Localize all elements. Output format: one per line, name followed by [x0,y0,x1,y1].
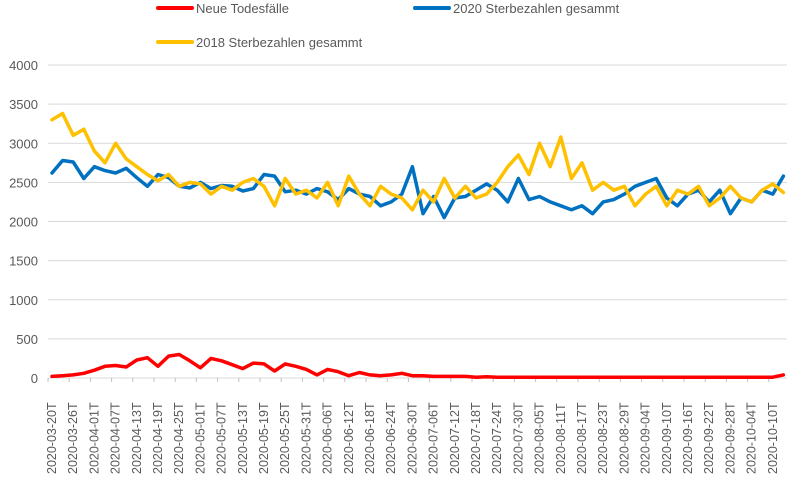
x-tick-label: 2020-08-23T [596,402,610,474]
x-tick-label: 2020-05-07T [215,402,229,474]
x-tick-label: 2020-09-28T [723,402,737,474]
y-tick-label: 3000 [9,136,38,151]
x-tick-label: 2020-10-04T [745,402,759,474]
x-tick-label: 2020-08-29T [617,402,631,474]
x-tick-label: 2020-04-01T [87,402,101,474]
x-tick-label: 2020-05-01T [193,402,207,474]
x-tick-label: 2020-05-25T [278,402,292,474]
x-tick-label: 2020-04-13T [130,402,144,474]
x-tick-label: 2020-07-06T [427,402,441,474]
y-tick-label: 2500 [9,175,38,190]
legend: Neue Todesfälle 2020 Sterbezahlen gesamm… [156,1,620,50]
x-tick-label: 2020-08-05T [533,402,547,474]
x-tick-label: 2020-06-30T [405,402,419,474]
x-tick-label: 2020-09-04T [639,402,653,474]
series-line-0 [50,352,786,379]
y-tick-label: 2000 [9,215,38,230]
y-tick-label: 0 [31,371,38,386]
x-tick-label: 2020-07-30T [511,402,525,474]
x-tick-label: 2020-05-13T [236,402,250,474]
y-tick-label: 1000 [9,293,38,308]
x-axis-ticks: 2020-03-20T 2020-03-26T 2020-04-01T 2020-04… [45,378,780,474]
x-tick-label: 2020-04-07T [109,402,123,474]
x-tick-label: 2020-10-10T [766,402,780,474]
x-tick-label: 2020-03-20T [45,402,59,474]
y-tick-label: 500 [16,332,38,347]
x-tick-label: 2020-04-25T [172,402,186,474]
x-tick-label: 2020-06-18T [363,402,377,474]
y-tick-label: 3500 [9,97,38,112]
x-tick-label: 2020-09-16T [681,402,695,474]
x-tick-label: 2020-09-10T [660,402,674,474]
x-tick-label: 2020-05-31T [299,402,313,474]
series-line-1 [50,158,786,220]
x-tick-label: 2020-09-22T [702,402,716,474]
x-tick-label: 2020-06-24T [384,402,398,474]
gridlines [48,64,787,379]
x-tick-label: 2020-05-19T [257,402,271,474]
x-tick-label: 2020-04-19T [151,402,165,474]
x-tick-label: 2020-03-26T [66,402,80,474]
x-tick-label: 2020-08-17T [575,402,589,474]
series-lines [50,111,786,379]
x-tick-label: 2020-06-12T [342,402,356,474]
legend-label-2018: 2018 Sterbezahlen gesammt [196,35,363,50]
legend-label-2020: 2020 Sterbezahlen gesammt [453,1,620,16]
y-tick-label: 4000 [9,58,38,73]
legend-label-neue-todesfaelle: Neue Todesfälle [196,1,289,16]
y-axis-ticks: 0 500 1000 1500 2000 2500 3000 3500 4000 [9,58,38,386]
x-tick-label: 2020-06-06T [321,402,335,474]
x-tick-label: 2020-08-11T [554,403,568,474]
series-line-2 [50,111,786,212]
y-tick-label: 1500 [9,254,38,269]
x-tick-label: 2020-07-12T [448,402,462,474]
x-tick-label: 2020-07-18T [469,402,483,474]
x-tick-label: 2020-07-24T [490,402,504,474]
